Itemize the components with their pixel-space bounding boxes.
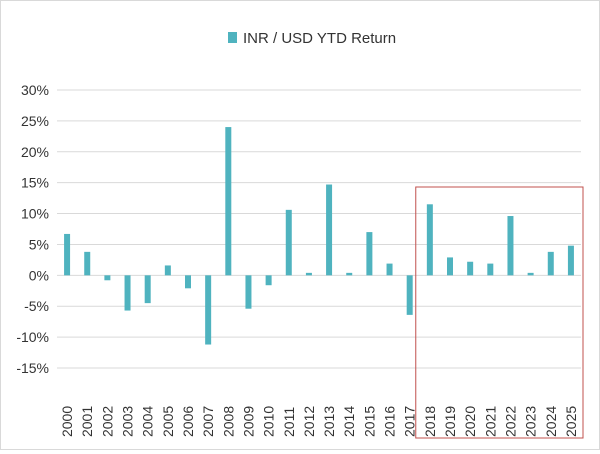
x-tick-label: 2004 [140, 406, 156, 437]
x-tick-label: 2015 [361, 406, 377, 437]
bar-2001 [84, 251, 91, 276]
x-tick-label: 2007 [200, 406, 216, 437]
x-tick-label: 2022 [502, 406, 518, 437]
x-tick-label: 2014 [341, 406, 357, 437]
bar-2006 [185, 275, 191, 289]
bar-2004 [144, 275, 151, 304]
y-tick-label: 20% [21, 144, 49, 160]
highlight-box [415, 186, 584, 439]
y-tick-label: -15% [16, 360, 49, 376]
bar-2013 [326, 184, 333, 276]
bar-2023 [527, 272, 534, 276]
x-tick-label: 2025 [563, 406, 579, 437]
bar-2014 [346, 272, 353, 276]
bar-2003 [124, 275, 131, 311]
bar-2002 [104, 275, 111, 281]
x-tick-label: 2002 [99, 406, 115, 437]
bar-2022 [507, 216, 514, 276]
y-tick-label: 10% [21, 206, 49, 222]
x-tick-label: 2003 [120, 406, 136, 437]
y-tick-label: 0% [29, 267, 49, 283]
x-tick-label: 2018 [422, 406, 438, 437]
bar-2012 [305, 272, 312, 276]
bar-2016 [386, 263, 393, 276]
bar-2005 [164, 265, 171, 276]
bar-2009 [245, 275, 252, 309]
bar-2010 [265, 275, 272, 286]
bar-2008 [225, 127, 232, 276]
bar-2007 [205, 275, 212, 345]
bar-2000 [64, 233, 71, 276]
x-tick-label: 2005 [160, 406, 176, 437]
x-tick-label: 2012 [301, 406, 317, 437]
x-tick-label: 2013 [321, 406, 337, 437]
bar-2024 [547, 251, 554, 276]
x-tick-label: 2024 [543, 406, 559, 437]
y-tick-label: 15% [21, 175, 49, 191]
y-tick-label: -5% [24, 298, 49, 314]
x-tick-label: 2011 [281, 407, 297, 437]
x-tick-label: 2001 [79, 406, 95, 437]
x-tick-label: 2021 [482, 406, 498, 437]
x-tick-label: 2017 [402, 406, 418, 437]
bar-2017 [406, 275, 413, 315]
legend-swatch [228, 32, 237, 43]
bar-2020 [467, 261, 474, 276]
x-tick-label: 2008 [220, 406, 236, 437]
bar-2025 [567, 245, 574, 276]
x-tick-label: 2023 [523, 406, 539, 437]
x-tick-label: 2009 [240, 406, 256, 437]
y-tick-label: 5% [29, 236, 49, 252]
x-tick-label: 2019 [442, 406, 458, 437]
legend-label: INR / USD YTD Return [243, 30, 396, 47]
bar-2019 [447, 257, 453, 276]
bar-2021 [487, 263, 494, 276]
bar-2018 [426, 204, 433, 276]
y-tick-label: 25% [21, 113, 49, 129]
x-tick-label: 2010 [261, 406, 277, 437]
y-tick-label: -10% [16, 329, 49, 345]
bar-2015 [366, 232, 373, 276]
x-tick-label: 2020 [462, 406, 478, 437]
y-tick-label: 30% [21, 82, 49, 98]
x-tick-label: 2000 [59, 406, 75, 437]
x-tick-label: 2016 [382, 406, 398, 437]
x-tick-label: 2006 [180, 406, 196, 437]
bar-2011 [285, 209, 292, 276]
